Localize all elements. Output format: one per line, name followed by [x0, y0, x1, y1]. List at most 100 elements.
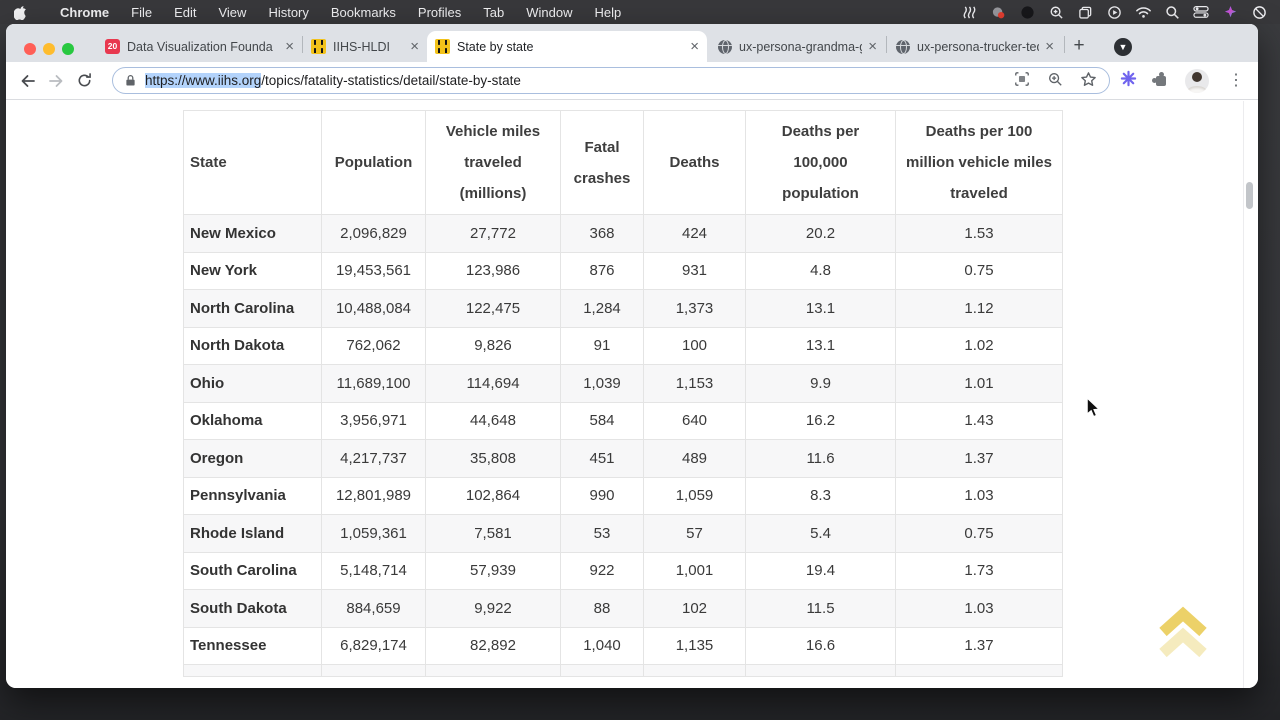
tab-close-icon[interactable]: ×	[690, 38, 699, 55]
menu-chrome[interactable]: Chrome	[60, 4, 110, 20]
extension-starburst-icon[interactable]	[1120, 70, 1137, 92]
value-cell: 1.37	[895, 439, 1063, 478]
state-cell: North Carolina	[183, 289, 322, 328]
tab-4[interactable]: ux-persona-grandma-gin ×	[710, 31, 885, 62]
apple-menu-icon[interactable]	[14, 5, 27, 20]
value-cell: 91	[560, 326, 644, 365]
tab-close-icon[interactable]: ×	[410, 38, 419, 55]
menu-bookmarks[interactable]: Bookmarks	[330, 4, 396, 20]
windows-stack-icon[interactable]	[1074, 3, 1096, 21]
macos-menu-bar: Chrome File Edit View History Bookmarks Profil…	[0, 0, 1280, 24]
value-cell: 6,829,174	[321, 626, 426, 665]
value-cell: 100	[643, 326, 746, 365]
new-tab-button[interactable]: +	[1073, 35, 1085, 56]
menu-edit[interactable]: Edit	[174, 4, 197, 20]
back-to-top-button[interactable]	[1154, 601, 1212, 668]
value-cell: 1.02	[895, 326, 1063, 365]
menu-view[interactable]: View	[218, 4, 247, 20]
assistant-icon[interactable]	[1219, 3, 1241, 21]
table-row: New Mexico 2,096,829 27,772 368 424 20.2 1.53	[183, 214, 1063, 253]
back-button[interactable]	[14, 67, 42, 95]
tab-close-icon[interactable]: ×	[285, 38, 294, 55]
address-bar[interactable]: https://www.iihs.org/topics/fatality-sta…	[112, 67, 1110, 94]
do-not-disturb-icon[interactable]	[1248, 3, 1270, 21]
shortcuts-icon[interactable]	[958, 3, 980, 21]
table-row: Pennsylvania 12,801,989 102,864 990 1,059 8.3…	[183, 476, 1063, 515]
extensions-puzzle-icon[interactable]	[1152, 71, 1166, 86]
reload-button[interactable]	[70, 67, 98, 95]
wifi-icon[interactable]	[1132, 3, 1154, 21]
vertical-scrollbar-thumb[interactable]	[1246, 182, 1253, 209]
menu-file[interactable]: File	[131, 4, 153, 20]
extension-area: ⋮	[1120, 68, 1248, 93]
value-cell: 57,939	[425, 551, 561, 590]
value-cell: 123,986	[425, 251, 561, 290]
browser-menu-icon[interactable]: ⋮	[1228, 71, 1244, 89]
value-cell: 451	[560, 439, 644, 478]
tab-close-icon[interactable]: ×	[1045, 38, 1054, 55]
value-cell: 1.03	[895, 589, 1063, 628]
value-cell: 53	[560, 514, 644, 553]
page-zoom-icon[interactable]	[1047, 71, 1063, 90]
table-row: North Carolina 10,488,084 122,475 1,284 1,37…	[183, 289, 1063, 328]
tab-5[interactable]: ux-persona-trucker-ted ×	[888, 31, 1062, 62]
table-row: Ohio 11,689,100 114,694 1,039 1,153 9.9 1.01	[183, 364, 1063, 403]
iihs-road-favicon	[435, 39, 450, 54]
tab-search-button[interactable]: ▼	[1114, 38, 1132, 56]
value-cell: 9,922	[425, 589, 561, 628]
menu-tab[interactable]: Tab	[483, 4, 505, 20]
table-row: New York 19,453,561 123,986 876 931 4.8 0.75	[183, 251, 1063, 290]
dark-mode-icon[interactable]	[1016, 3, 1038, 21]
menu-profiles[interactable]: Profiles	[417, 4, 462, 20]
control-center-icon[interactable]	[1190, 3, 1212, 21]
state-cell: South Carolina	[183, 551, 322, 590]
value-cell: 762,062	[321, 326, 426, 365]
value-cell: 11,689,100	[321, 364, 426, 403]
value-cell: 1,373	[643, 289, 746, 328]
state-cell: Tennessee	[183, 626, 322, 665]
value-cell: 10,488,084	[321, 289, 426, 328]
tab-close-icon[interactable]: ×	[868, 38, 877, 55]
profile-avatar[interactable]	[1185, 68, 1209, 93]
tab-3-active[interactable]: State by state ×	[427, 31, 707, 62]
page-content: State Population Vehicle miles traveled (m…	[6, 101, 1258, 688]
value-cell: 1,039	[560, 364, 644, 403]
column-header: State	[183, 110, 322, 215]
value-cell: 5,148,714	[321, 551, 426, 590]
tab-1[interactable]: 20 Data Visualization Founda ×	[97, 31, 302, 62]
value-cell: 35,808	[425, 439, 561, 478]
spotlight-icon[interactable]	[1161, 3, 1183, 21]
value-cell: 1.03	[895, 476, 1063, 515]
state-cell: New York	[183, 251, 322, 290]
close-window-button[interactable]	[24, 43, 36, 55]
state-cell: South Dakota	[183, 589, 322, 628]
value-cell: 8.3	[745, 476, 896, 515]
minimize-window-button[interactable]	[43, 43, 55, 55]
tab-2[interactable]: IIHS-HLDI ×	[303, 31, 427, 62]
url-selected-text: https://www.iihs.org	[145, 73, 262, 88]
menu-status-icons	[958, 3, 1270, 21]
bookmark-star-icon[interactable]	[1080, 71, 1097, 91]
value-cell: 424	[643, 214, 746, 253]
menu-help[interactable]: Help	[594, 4, 622, 20]
zoom-icon[interactable]	[1045, 3, 1067, 21]
value-cell: 0.75	[895, 514, 1063, 553]
menu-window[interactable]: Window	[526, 4, 573, 20]
url-path-text: /topics/fatality-statistics/detail/state…	[261, 73, 521, 88]
state-cell: Oregon	[183, 439, 322, 478]
lock-icon[interactable]	[125, 74, 136, 87]
value-cell: 11.6	[745, 439, 896, 478]
menu-history[interactable]: History	[268, 4, 309, 20]
value-cell: 9,826	[425, 326, 561, 365]
value-cell: 11.5	[745, 589, 896, 628]
play-icon[interactable]	[1103, 3, 1125, 21]
value-cell: 1.37	[895, 626, 1063, 665]
zoom-window-button[interactable]	[62, 43, 74, 55]
mouse-cursor	[1086, 396, 1102, 424]
column-header: Deaths	[643, 110, 746, 215]
value-cell: 5.4	[745, 514, 896, 553]
screenshot-icon[interactable]	[1014, 71, 1030, 90]
forward-button[interactable]	[42, 67, 70, 95]
value-cell: 20.2	[745, 214, 896, 253]
screen-record-icon[interactable]	[987, 3, 1009, 21]
